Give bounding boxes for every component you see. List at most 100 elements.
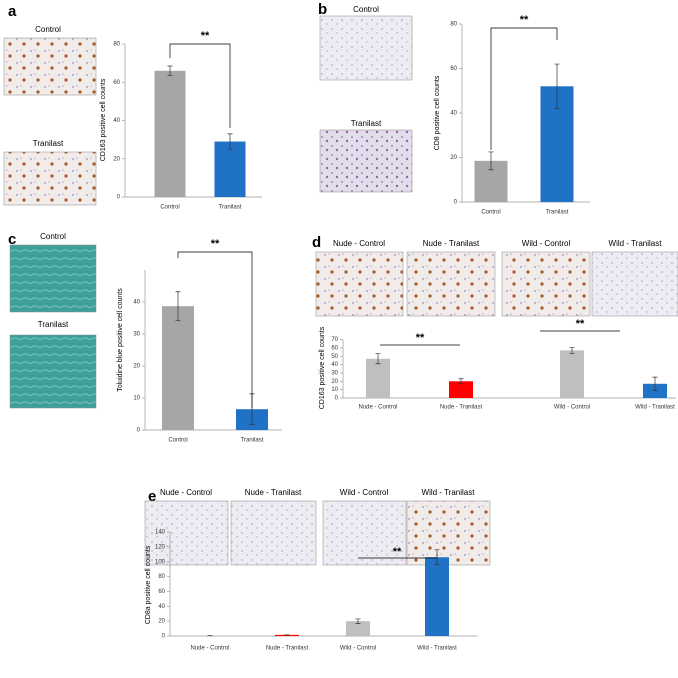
micrograph <box>9 334 97 409</box>
bar <box>643 383 667 398</box>
image-label: Nude - Control <box>160 488 212 497</box>
bar <box>366 358 390 398</box>
y-tick-label: 80 <box>158 574 165 580</box>
y-axis-label: CD8 positive cell counts <box>434 75 441 150</box>
y-axis-label: Toluidine blue positive cell counts <box>117 288 124 392</box>
image-label: Tranilast <box>351 119 382 128</box>
micrograph <box>322 500 407 566</box>
x-tick-label: Tranilast <box>219 205 242 211</box>
error-bar <box>554 63 560 109</box>
y-tick-label: 60 <box>113 80 120 86</box>
micrograph <box>501 251 591 317</box>
bar <box>162 306 194 430</box>
error-bar <box>175 291 181 321</box>
error-bar <box>652 376 658 391</box>
error-bar <box>458 378 464 385</box>
significance-label: ** <box>576 318 585 330</box>
y-tick-label: 20 <box>133 364 140 370</box>
error-bar <box>488 151 494 171</box>
bar <box>560 350 584 398</box>
significance-label: ** <box>201 30 210 42</box>
y-tick-label: 40 <box>331 362 338 368</box>
x-tick-label: Control <box>168 438 187 444</box>
image-label: Tranilast <box>38 320 69 329</box>
image-label: Wild - Control <box>522 239 571 248</box>
y-tick-label: 40 <box>133 300 140 306</box>
y-axis-label: CD163 positive cell counts <box>319 326 326 409</box>
x-tick-label: Nude - Tranilast <box>440 405 483 411</box>
image-label: Wild - Control <box>340 488 389 497</box>
y-tick-label: 120 <box>155 544 166 550</box>
x-tick-label: Wild - Control <box>340 646 376 652</box>
image-label: Control <box>353 5 379 14</box>
y-tick-label: 60 <box>158 589 165 595</box>
y-tick-label: 20 <box>113 156 120 162</box>
y-tick-label: 30 <box>331 371 338 377</box>
image-label: Control <box>35 25 61 34</box>
micrograph <box>406 500 491 566</box>
bar <box>275 634 299 636</box>
y-tick-label: 40 <box>113 118 120 124</box>
panel-label: d <box>312 234 321 251</box>
bar <box>346 621 370 636</box>
y-tick-label: 0 <box>117 195 121 201</box>
y-tick-label: 10 <box>133 396 140 402</box>
significance-label: ** <box>416 332 425 344</box>
x-tick-label: Nude - Tranilast <box>266 646 309 652</box>
x-tick-label: Wild - Tranilast <box>635 405 675 411</box>
y-tick-label: 20 <box>450 155 457 161</box>
y-tick-label: 140 <box>155 530 166 536</box>
micrograph <box>230 500 317 566</box>
image-label: Nude - Control <box>333 239 385 248</box>
micrograph <box>319 15 413 81</box>
micrograph <box>406 251 496 317</box>
y-tick-label: 40 <box>158 604 165 610</box>
micrograph <box>144 500 229 566</box>
y-tick-label: 0 <box>454 200 458 206</box>
panel-label: c <box>8 231 16 248</box>
micrograph <box>315 251 404 317</box>
image-label: Nude - Tranilast <box>423 239 480 248</box>
image-label: Control <box>40 232 66 241</box>
image-label: Tranilast <box>33 139 64 148</box>
error-bar <box>375 353 381 365</box>
micrograph <box>319 129 413 193</box>
y-tick-label: 60 <box>331 345 338 351</box>
error-bar <box>569 347 575 354</box>
y-tick-label: 20 <box>331 379 338 385</box>
y-tick-label: 0 <box>137 428 141 434</box>
y-tick-label: 30 <box>133 332 140 338</box>
y-tick-label: 20 <box>158 619 165 625</box>
significance-label: ** <box>520 14 529 26</box>
micrograph <box>9 244 97 313</box>
x-tick-label: Tranilast <box>546 210 569 216</box>
image-label: Nude - Tranilast <box>245 488 302 497</box>
micrograph <box>3 151 97 206</box>
error-bar <box>355 618 361 624</box>
bar <box>425 557 449 636</box>
y-tick-label: 0 <box>335 396 339 402</box>
significance-label: ** <box>211 238 220 250</box>
y-tick-label: 40 <box>450 111 457 117</box>
x-tick-label: Control <box>481 210 500 216</box>
bar <box>449 381 473 398</box>
y-tick-label: 70 <box>331 337 338 343</box>
panel-label: e <box>148 488 156 505</box>
y-tick-label: 100 <box>155 559 166 565</box>
y-axis-label: CD8a positive cell counts <box>145 545 152 624</box>
micrograph <box>591 251 678 317</box>
x-tick-label: Wild - Control <box>554 405 590 411</box>
x-tick-label: Wild - Tranilast <box>417 646 457 652</box>
panel-label: a <box>8 3 17 20</box>
bar <box>154 70 186 197</box>
y-tick-label: 0 <box>162 634 166 640</box>
error-bar <box>167 65 173 76</box>
significance-label: ** <box>393 546 402 558</box>
image-label: Wild - Tranilast <box>422 488 476 497</box>
x-tick-label: Nude - Control <box>190 646 229 652</box>
bar <box>214 141 246 197</box>
y-tick-label: 50 <box>331 354 338 360</box>
x-tick-label: Control <box>160 205 179 211</box>
micrograph <box>3 37 97 96</box>
